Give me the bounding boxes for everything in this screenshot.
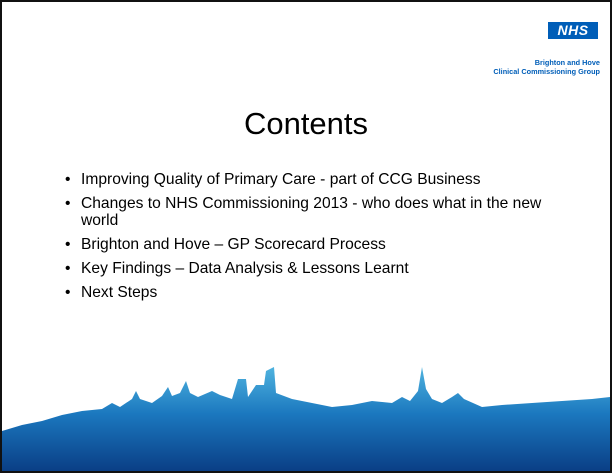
bullet-item: Key Findings – Data Analysis & Lessons L… xyxy=(64,261,558,278)
organisation-name: Clinical Commissioning Group xyxy=(493,67,600,76)
skyline-silhouette xyxy=(2,367,610,471)
bullet-item: Changes to NHS Commissioning 2013 - who … xyxy=(64,196,558,229)
bullet-item: Brighton and Hove – GP Scorecard Process xyxy=(64,237,558,254)
organisation-name: Brighton and Hove xyxy=(535,58,600,67)
page: {"header": {"logo": "NHS", "organisation… xyxy=(0,0,612,473)
nhs-logo: NHS xyxy=(548,22,598,39)
bullet-item: Next Steps xyxy=(64,285,558,302)
slide-title: Contents xyxy=(2,106,610,142)
bullet-list: Improving Quality of Primary Care - part… xyxy=(64,172,558,309)
slide: NHS Brighton and Hove Clinical Commissio… xyxy=(0,0,612,473)
skyline-banner xyxy=(2,341,610,471)
bullet-item: Improving Quality of Primary Care - part… xyxy=(64,172,558,189)
